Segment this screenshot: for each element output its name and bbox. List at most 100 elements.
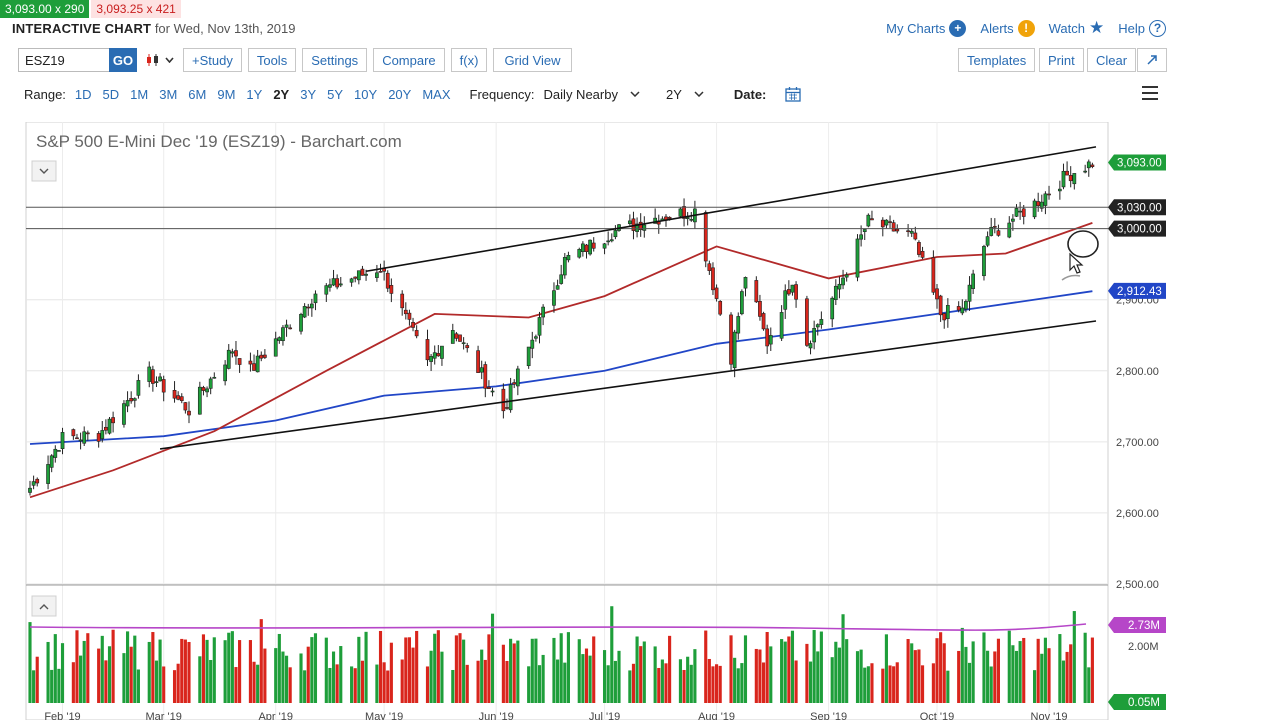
volume-bar [129, 646, 133, 703]
candle-body [613, 230, 618, 238]
chart-type-select[interactable] [141, 48, 177, 72]
hamburger-menu-icon[interactable] [1142, 86, 1158, 100]
range-option-1d[interactable]: 1D [74, 86, 92, 102]
candle-body [512, 382, 517, 385]
range-option-2y[interactable]: 2Y [273, 86, 290, 102]
volume-bar [736, 668, 740, 703]
alerts-label: Alerts [980, 20, 1014, 36]
range-option-9m[interactable]: 9M [217, 86, 236, 102]
candle-body [364, 273, 368, 276]
candle-body [136, 380, 141, 396]
volume-bar [212, 637, 216, 703]
price-chart[interactable]: S&P 500 E-Mini Dec '19 (ESZ19) - Barchar… [0, 121, 1280, 723]
candle-body [526, 346, 531, 367]
candle-body [259, 354, 264, 359]
range-row: Range: 1D 5D 1M 3M 6M 9M 1Y 2Y 3Y 5Y 10Y 20Y MAX Fre… [24, 84, 802, 104]
add-study-button[interactable]: +Study [183, 48, 242, 72]
volume-bar [715, 664, 719, 703]
volume-bar [935, 638, 939, 703]
volume-bar [808, 661, 813, 703]
candle-body [1072, 173, 1077, 185]
volume-bar [527, 666, 531, 703]
range-option-max[interactable]: MAX [422, 86, 451, 102]
print-button[interactable]: Print [1039, 48, 1084, 72]
volume-bar [841, 614, 845, 703]
candle-body [552, 290, 556, 306]
help-link[interactable]: Help ? [1118, 19, 1166, 37]
candle-body [971, 273, 976, 289]
candle-body [505, 407, 509, 409]
volume-bar [60, 643, 65, 703]
go-button[interactable]: GO [109, 48, 137, 72]
volume-bar [205, 639, 209, 703]
tools-button[interactable]: Tools [247, 48, 297, 72]
range-option-3m[interactable]: 3M [159, 86, 178, 102]
candle-body [602, 243, 607, 249]
volume-bar [1022, 637, 1026, 703]
date-picker[interactable] [785, 86, 802, 102]
range-option-1y[interactable]: 1Y [246, 86, 263, 102]
volume-bar [592, 636, 596, 703]
volume-bar [920, 665, 925, 703]
candle-body [71, 429, 76, 437]
candle-body [125, 400, 130, 407]
templates-button[interactable]: Templates [958, 48, 1036, 72]
volume-bar [454, 635, 458, 703]
volume-bar [274, 648, 278, 703]
candle-body [31, 481, 36, 486]
volume-bar [328, 667, 332, 703]
candle-body [917, 242, 921, 255]
candle-body [935, 288, 939, 300]
candle-body [638, 221, 643, 230]
settings-button[interactable]: Settings [302, 48, 368, 72]
frequency-select[interactable]: Daily Nearby [544, 87, 640, 102]
help-label: Help [1118, 20, 1145, 36]
candle-body [353, 276, 358, 279]
expand-button[interactable] [1137, 48, 1167, 72]
candle-body [783, 290, 788, 310]
candle-body [176, 395, 181, 400]
range-option-10y[interactable]: 10Y [354, 86, 378, 102]
range-option-6m[interactable]: 6M [188, 86, 207, 102]
clear-button[interactable]: Clear [1087, 48, 1137, 72]
volume-bar [53, 634, 57, 703]
volume-collapse-toggle[interactable] [31, 595, 57, 617]
candle-body [819, 319, 824, 325]
chart-title: S&P 500 E-Mini Dec '19 (ESZ19) - Barchar… [36, 132, 402, 151]
range-option-5y[interactable]: 5Y [327, 86, 344, 102]
volume-bar [277, 633, 281, 703]
volume-bar [284, 655, 289, 703]
candle-body [100, 430, 105, 439]
volume-bar [1083, 632, 1087, 703]
volume-bar [566, 632, 570, 703]
candle-body [956, 306, 961, 311]
volume-bar [407, 637, 411, 703]
symbol-input[interactable] [18, 48, 110, 72]
volume-bar [743, 635, 748, 703]
volume-bar [281, 651, 285, 703]
collapse-toggle[interactable] [31, 160, 57, 182]
volume-bar [689, 664, 693, 703]
candle-body [28, 487, 32, 493]
range-option-5d[interactable]: 5D [102, 86, 120, 102]
candle-body [403, 309, 408, 315]
candle-body [111, 417, 115, 424]
fx-button[interactable]: f(x) [450, 48, 488, 72]
my-charts-link[interactable]: My Charts + [886, 19, 967, 37]
grid-view-button[interactable]: Grid View [493, 48, 572, 72]
compare-button[interactable]: Compare [373, 48, 445, 72]
candle-body [862, 229, 867, 233]
range-option-20y[interactable]: 20Y [388, 86, 412, 102]
period-select[interactable]: 2Y [666, 87, 704, 102]
watch-link[interactable]: Watch ★ [1049, 18, 1105, 38]
volume-bar [436, 630, 440, 703]
candle-body [490, 390, 495, 393]
range-option-3y[interactable]: 3Y [300, 86, 317, 102]
range-option-1m[interactable]: 1M [130, 86, 149, 102]
page-date: for Wed, Nov 13th, 2019 [154, 21, 296, 36]
volume-bar [588, 655, 592, 703]
candle-body [967, 284, 972, 302]
alerts-link[interactable]: Alerts ! [980, 19, 1035, 37]
volume-bar [1069, 644, 1073, 703]
volume-bar [1072, 611, 1076, 703]
